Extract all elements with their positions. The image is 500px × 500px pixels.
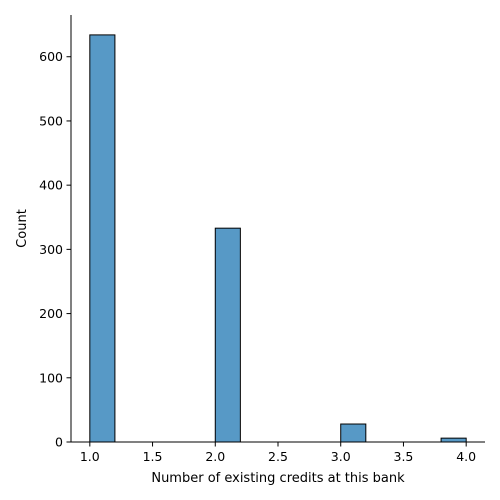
y-tick-label: 400 <box>39 178 63 193</box>
y-tick-label: 600 <box>39 49 63 64</box>
x-axis-label: Number of existing credits at this bank <box>151 471 405 486</box>
y-tick-label: 0 <box>55 435 63 450</box>
x-tick-label: 3.5 <box>394 449 414 464</box>
x-tick-label: 1.5 <box>143 449 163 464</box>
histogram-bar <box>340 423 367 443</box>
histogram-bar <box>89 34 116 443</box>
x-tick-label: 2.0 <box>205 449 225 464</box>
y-tick-label: 300 <box>39 242 63 257</box>
x-axis-ticks: 1.0 1.5 2.0 2.5 3.0 3.5 4.0 <box>80 442 476 464</box>
x-tick-label: 2.5 <box>268 449 288 464</box>
y-tick-label: 500 <box>39 113 63 128</box>
y-axis-label: Count <box>15 209 30 248</box>
y-axis-ticks: 0 100 200 300 400 500 600 <box>39 49 71 450</box>
bars-group <box>89 34 467 443</box>
x-tick-label: 4.0 <box>456 449 476 464</box>
y-tick-label: 200 <box>39 306 63 321</box>
x-tick-label: 3.0 <box>331 449 351 464</box>
y-tick-label: 100 <box>39 370 63 385</box>
histogram-bar <box>214 227 241 443</box>
histogram-bar <box>440 437 467 443</box>
x-tick-label: 1.0 <box>80 449 100 464</box>
